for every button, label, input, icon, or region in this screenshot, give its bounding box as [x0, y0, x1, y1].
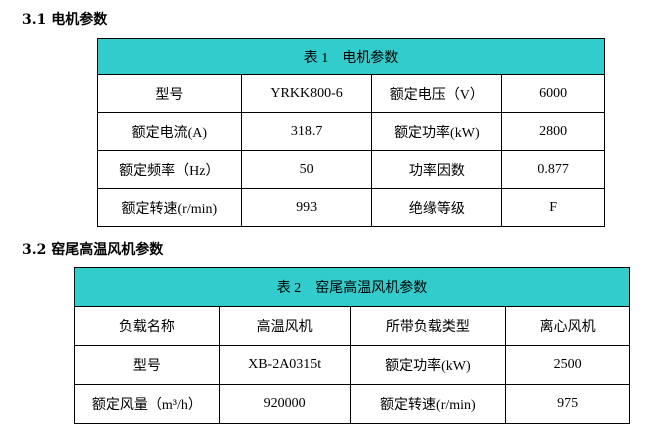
cell: 0.877: [501, 150, 605, 189]
cell: 高温风机: [218, 306, 351, 346]
table-row: 额定风量（m³/h） 920000 额定转速(r/min) 975: [74, 384, 630, 424]
cell: 2800: [501, 112, 605, 151]
fan-parameters-table: 表 2 窑尾高温风机参数 负载名称 高温风机 所带负载类型 离心风机 型号 XB-2A0…: [74, 267, 630, 424]
cell: 额定功率(kW): [349, 345, 507, 385]
cell: 993: [240, 188, 373, 227]
cell: XB-2A0315t: [218, 345, 351, 385]
table-row: 额定转速(r/min) 993 绝缘等级 F: [97, 188, 605, 227]
cell: 负载名称: [74, 306, 220, 346]
cell: 功率因数: [371, 150, 503, 189]
cell: 型号: [97, 74, 242, 113]
cell: 2500: [505, 345, 630, 385]
cell: 额定电压（V）: [371, 74, 503, 113]
cell: 额定电流(A): [97, 112, 242, 151]
table-row: 型号 XB-2A0315t 额定功率(kW) 2500: [74, 345, 630, 385]
cell: F: [501, 188, 605, 227]
cell: 型号: [74, 345, 220, 385]
cell: 额定功率(kW): [371, 112, 503, 151]
table-row: 负载名称 高温风机 所带负载类型 离心风机: [74, 306, 630, 346]
cell: 6000: [501, 74, 605, 113]
cell: 所带负载类型: [349, 306, 507, 346]
cell: 额定频率（Hz）: [97, 150, 242, 189]
cell: 离心风机: [505, 306, 630, 346]
cell: 50: [240, 150, 373, 189]
section-heading-fan: 3.2 窑尾高温风机参数: [22, 242, 164, 258]
motor-parameters-table: 表 1 电机参数 型号 YRKK800-6 额定电压（V） 6000 额定电流(A) 3…: [97, 38, 605, 227]
table-title: 表 2 窑尾高温风机参数: [74, 267, 630, 307]
cell: 920000: [218, 384, 351, 424]
cell: 975: [505, 384, 630, 424]
cell: 额定转速(r/min): [97, 188, 242, 227]
cell: 绝缘等级: [371, 188, 503, 227]
cell: 318.7: [240, 112, 373, 151]
section-heading-motor: 3.1 电机参数: [22, 12, 108, 28]
table-row: 型号 YRKK800-6 额定电压（V） 6000: [97, 74, 605, 113]
table-title: 表 1 电机参数: [97, 38, 605, 75]
table-row: 额定电流(A) 318.7 额定功率(kW) 2800: [97, 112, 605, 151]
cell: 额定转速(r/min): [349, 384, 507, 424]
table-row: 额定频率（Hz） 50 功率因数 0.877: [97, 150, 605, 189]
cell: YRKK800-6: [240, 74, 373, 113]
cell: 额定风量（m³/h）: [74, 384, 220, 424]
